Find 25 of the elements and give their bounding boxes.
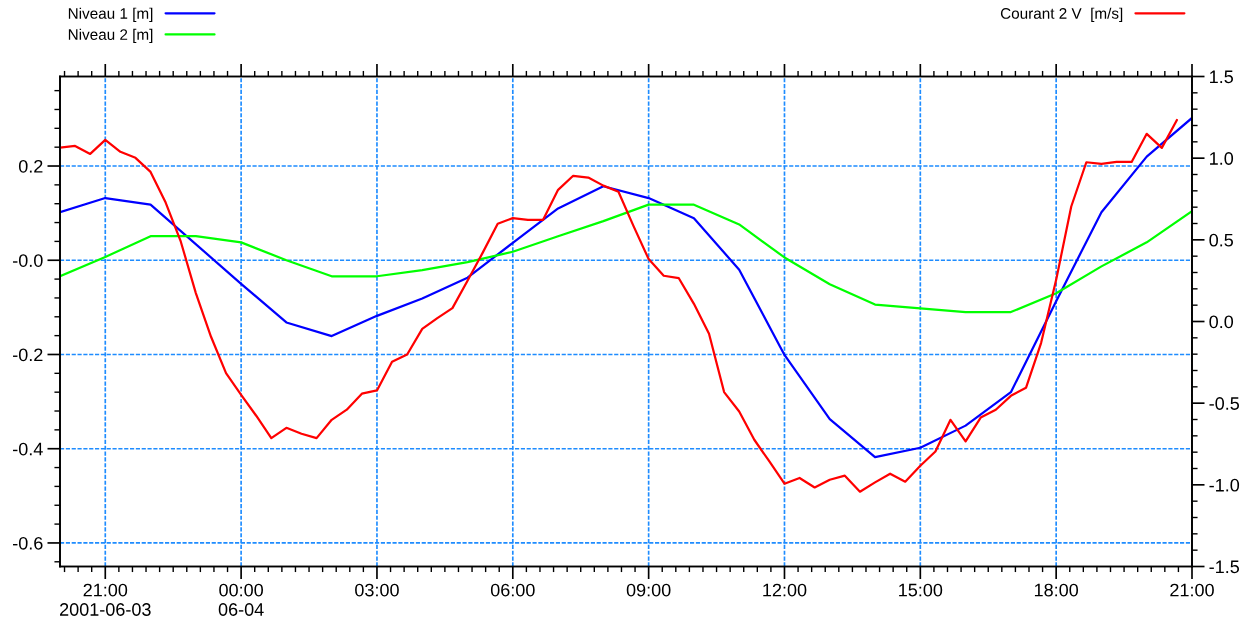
- y-tick-label: 0.2: [18, 159, 43, 173]
- x-tick-label: 15:00: [899, 583, 943, 597]
- x-tick-label: 21:00: [1170, 583, 1214, 597]
- x-tick-label: 06:00: [490, 583, 535, 597]
- x-tick-label: 00:00 06-04: [218, 583, 264, 616]
- y2-tick-label: 0.5: [1209, 233, 1234, 247]
- line-series: [60, 203, 1192, 314]
- y2-tick-label: -1.0: [1209, 478, 1240, 492]
- y-tick-label: -0.0: [13, 254, 43, 267]
- y-tick-label: -0.6: [13, 536, 43, 550]
- x-tick-label: 12:00: [763, 583, 807, 597]
- y2-tick-label: 1.0: [1210, 152, 1234, 165]
- legend-label: Niveau 2 [m]: [68, 28, 153, 43]
- y-tick-label: -0.2: [13, 348, 43, 362]
- y2-tick-label: -0.5: [1209, 397, 1240, 410]
- x-tick-label: 03:00: [355, 583, 399, 597]
- x-tick-label: 18:00: [1034, 583, 1079, 597]
- y2-tick-label: 1.5: [1210, 70, 1234, 84]
- y2-tick-label: 0.0: [1209, 315, 1234, 329]
- x-tick-label: 09:00: [626, 583, 671, 597]
- legend-label: Niveau 1 [m]: [68, 7, 153, 22]
- x-tick-label: 21:00 2001-06-03: [60, 583, 151, 616]
- legend-label: Courant 2 V [m/s]: [1000, 7, 1123, 22]
- y-tick-label: -0.4: [13, 442, 43, 456]
- y2-tick-label: -1.5: [1209, 560, 1240, 574]
